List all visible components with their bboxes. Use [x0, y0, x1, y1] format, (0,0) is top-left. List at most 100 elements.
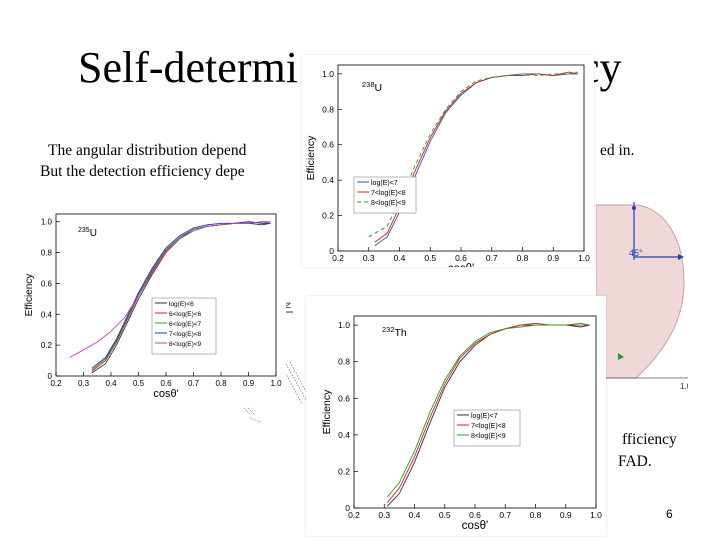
y-tick-label: 0.6 — [322, 140, 334, 150]
x-tick-label: 0.7 — [499, 510, 511, 520]
stray-scribble — [283, 361, 310, 405]
text-line-2: But the detection efficiency depe — [40, 163, 245, 180]
y-axis-label: Efficiency — [24, 274, 35, 317]
legend-entry: 8<log(E)<9 — [169, 341, 202, 348]
x-tick-label: 0.2 — [348, 510, 360, 520]
y-tick-label: 0.6 — [41, 279, 53, 288]
x-tick-label: 0.4 — [409, 510, 421, 520]
legend-entry: 7<log(E)<8 — [169, 331, 202, 338]
series-line-4 — [91, 221, 271, 369]
stray-glyph — [243, 407, 261, 423]
legend-entry: 8<log(E)<9 — [471, 433, 506, 440]
legend-entry: 6<log(E)<7 — [169, 321, 202, 328]
diagram-region — [596, 204, 685, 379]
legend-entry: log(E)<7 — [471, 413, 498, 420]
x-tick-label: 1.0 — [270, 379, 282, 388]
legend-entry: 6<log(E)<6 — [169, 311, 202, 318]
series-line-3 — [368, 71, 578, 238]
diagram-angle-label: 45° — [629, 248, 643, 258]
slide-title: Self-determi cy — [78, 42, 622, 93]
y-tick-label: 0.6 — [338, 393, 350, 403]
x-tick-label: 0.6 — [469, 510, 481, 520]
x-tick-label: 0.5 — [424, 253, 436, 263]
x-tick-label: 0.2 — [332, 253, 344, 263]
y-tick-label: 0.2 — [322, 211, 334, 221]
text-line-1-end: ed in. — [600, 142, 635, 159]
x-tick-label: 1.0 — [590, 510, 602, 520]
nucleus-symbol: U — [90, 228, 97, 239]
plot-frame — [337, 64, 585, 252]
slide-title-left: Self-determi — [78, 43, 298, 92]
diagram-arrowhead — [678, 254, 684, 260]
x-tick-label: 0.9 — [243, 379, 255, 388]
legend-entry: log(E)<6 — [169, 301, 194, 308]
y-axis-label: Efficiency — [321, 389, 333, 434]
x-tick-label: 1.0 — [578, 253, 590, 263]
x-tick-label: 0.8 — [530, 510, 542, 520]
y-tick-label: 0 — [345, 503, 350, 513]
diagram-axis-end-label: 1.0 — [680, 382, 688, 390]
x-tick-label: 0.3 — [378, 510, 390, 520]
efficiency-chart-238u: 0.2 0.3 0.4 0.5 0.6 0.7 0.8 0.9 1.000.20.40.60.8… — [305, 64, 590, 275]
legend-entry: 7<log(E)<8 — [471, 423, 506, 430]
x-axis-label: cosθ' — [462, 520, 489, 532]
y-tick-label: 0.4 — [338, 430, 350, 440]
x-tick-label: 0.5 — [133, 379, 145, 388]
x-tick-label: 0.9 — [560, 510, 572, 520]
efficiency-chart-232th: 0.2 0.3 0.4 0.5 0.6 0.7 0.8 0.9 1.000.20.40.60.8… — [321, 315, 602, 532]
x-axis-label: cosθ' — [448, 263, 475, 267]
y-tick-label: 0 — [48, 372, 53, 381]
x-tick-label: 0.9 — [547, 253, 559, 263]
legend-box — [353, 176, 417, 214]
efficiency-chart-235u: 0.2 0.3 0.4 0.5 0.6 0.7 0.8 0.9 1.000.20.40.60.8… — [24, 213, 282, 400]
legend-entry: 8<log(E)<9 — [371, 200, 406, 207]
y-tick-label: 0.4 — [41, 310, 53, 319]
chart-panel-235u: 0.2 0.3 0.4 0.5 0.6 0.7 0.8 0.9 1.0 0 0.2 0.4 0.6 0.8… — [12, 198, 286, 400]
x-tick-label: 0.8 — [517, 253, 529, 263]
text-line-1: The angular distribution depend — [48, 142, 247, 159]
y-tick-label: 1.0 — [322, 69, 334, 79]
y-tick-label: 0 — [329, 246, 334, 256]
series-line-5 — [69, 221, 271, 358]
x-tick-label: 0.6 — [160, 379, 172, 388]
text-fragment-a: fficiency — [622, 431, 677, 448]
x-tick-label: 0.4 — [394, 253, 406, 263]
x-tick-label: 0.5 — [439, 510, 451, 520]
x-tick-label: 0.3 — [78, 379, 90, 388]
nucleus-label: 232Th — [382, 325, 407, 339]
y-tick-label: 0.8 — [338, 357, 350, 367]
x-tick-label: 0.2 — [50, 379, 62, 388]
legend-entry: 7<log(E)<8 — [371, 190, 406, 197]
x-tick-label: 0.7 — [486, 253, 498, 263]
nucleus-mass: 235 — [78, 227, 90, 234]
diagram-green-arrow — [618, 353, 624, 360]
y-axis-label: Efficiency — [305, 135, 317, 180]
x-tick-label: 0.8 — [215, 379, 227, 388]
x-tick-label: 0.4 — [105, 379, 117, 388]
legend-box — [151, 297, 217, 355]
nucleus-mass: 232 — [382, 325, 395, 334]
x-tick-label: 0.3 — [363, 253, 375, 263]
y-tick-label: 0.4 — [322, 175, 334, 185]
nucleus-symbol: U — [375, 82, 383, 94]
y-tick-label: 0.8 — [41, 249, 53, 258]
nucleus-symbol: Th — [395, 327, 407, 339]
y-tick-label: 1.0 — [338, 320, 350, 330]
series-line-3 — [386, 322, 590, 498]
nucleus-label: 238U — [362, 80, 382, 94]
chart-panel-238u: 0.2 0.3 0.4 0.5 0.6 0.7 0.8 0.9 1.0 0 0.2 0.4 0.6 0.8… — [302, 55, 594, 275]
detector-diagram: 45° 1.0 — [596, 200, 688, 390]
legend-box — [453, 409, 521, 447]
legend-entry: log(E)<7 — [371, 180, 398, 187]
page-number: 6 — [666, 507, 673, 521]
x-tick-label: 0.7 — [188, 379, 200, 388]
x-axis-label: cosθ' — [153, 388, 178, 398]
text-fragment-b: FAD. — [618, 453, 652, 470]
y-tick-label: 0.2 — [338, 466, 350, 476]
nucleus-label: 235U — [78, 227, 97, 239]
nucleus-mass: 238 — [362, 80, 375, 89]
stray-label: N — [282, 302, 293, 313]
stray-label-n: N — [282, 302, 292, 309]
chart-panel-232th: 0.2 0.3 0.4 0.5 0.6 0.7 0.8 0.9 1.0 0 0.2 0.4 0.6 0.8… — [306, 296, 606, 536]
x-tick-label: 0.6 — [455, 253, 467, 263]
